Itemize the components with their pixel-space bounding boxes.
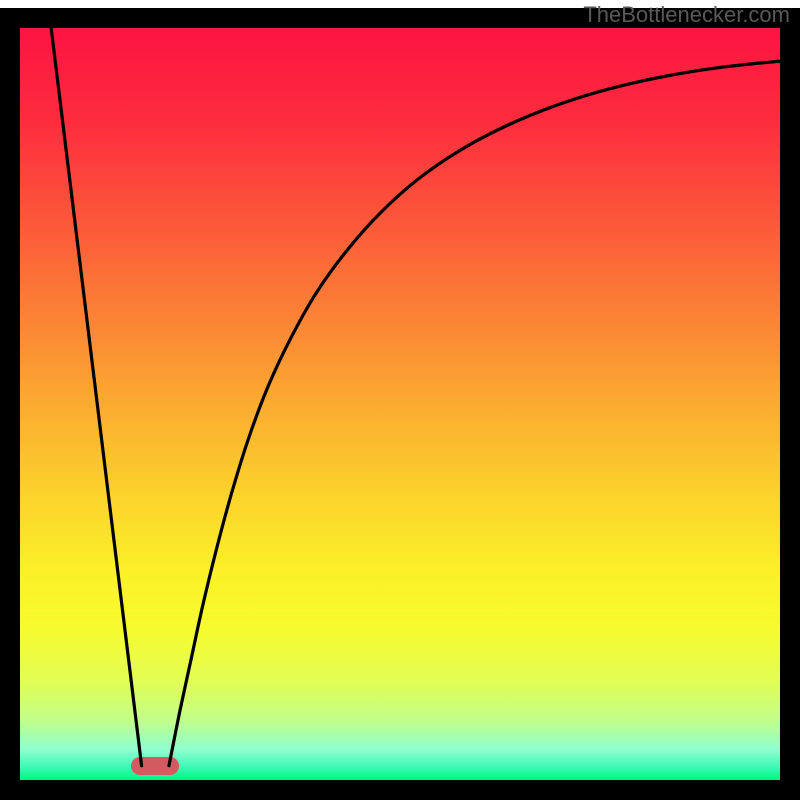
plot-frame: [0, 8, 800, 800]
watermark-text: TheBottlenecker.com: [583, 2, 790, 28]
plot-area: [20, 28, 780, 780]
bottleneck-curves: [20, 28, 780, 780]
